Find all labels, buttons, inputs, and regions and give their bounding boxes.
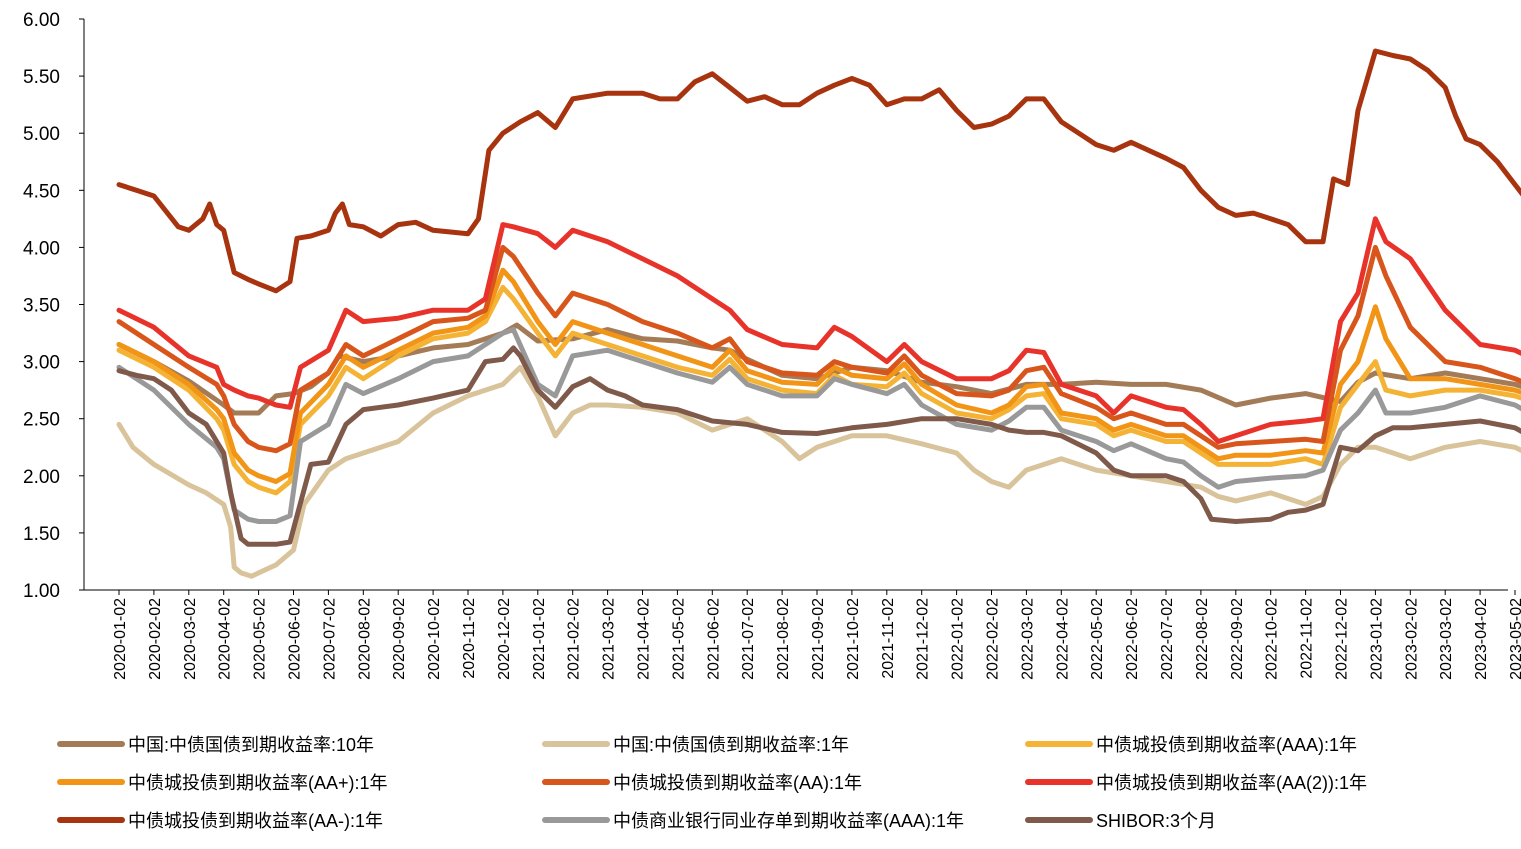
series-line-6 — [116, 48, 1521, 294]
y-tick-label: 3.00 — [23, 353, 60, 374]
y-tick-label: 5.00 — [23, 124, 60, 145]
series-line-7 — [116, 327, 1521, 524]
legend-label-1: 中国:中债国债到期收益率:1年 — [613, 735, 849, 755]
legend-label-0: 中国:中债国债到期收益率:10年 — [128, 735, 374, 755]
x-tick-label: 2023-03-02 — [1438, 598, 1455, 680]
x-tick-label: 2022-02-02 — [985, 598, 1002, 680]
legend-label-8: SHIBOR:3个月 — [1096, 811, 1216, 831]
x-tick-label: 2022-12-02 — [1334, 598, 1351, 680]
x-tick-label: 2023-04-02 — [1473, 598, 1490, 680]
x-tick-label: 2020-03-02 — [182, 598, 199, 680]
series-line-4 — [116, 244, 1521, 454]
x-tick-label: 2023-02-02 — [1403, 598, 1420, 680]
x-tick-label: 2022-06-02 — [1124, 598, 1141, 680]
x-tick-label: 2020-07-02 — [321, 598, 338, 680]
x-tick-label: 2023-05-02 — [1508, 598, 1521, 680]
series-line-3 — [116, 267, 1521, 484]
x-tick-label: 2020-06-02 — [287, 598, 304, 680]
y-tick-label: 1.00 — [23, 581, 60, 602]
legend: 中国:中债国债到期收益率:10年 中国:中债国债到期收益率:1年 中债城投债到期收益… — [57, 735, 1367, 831]
x-tick-label: 2020-11-02 — [461, 598, 478, 679]
x-tick-label: 2020-04-02 — [217, 598, 234, 680]
x-tick-label: 2020-05-02 — [252, 598, 269, 680]
x-tick-label: 2020-02-02 — [147, 598, 164, 680]
legend-label-6: 中债城投债到期收益率(AA-):1年 — [128, 811, 383, 831]
x-tick-label: 2021-03-02 — [601, 598, 618, 680]
y-tick-label: 2.50 — [23, 410, 60, 431]
x-tick-label: 2020-10-02 — [426, 598, 443, 680]
x-tick-label: 2021-08-02 — [775, 598, 792, 680]
x-tick-label: 2022-01-02 — [950, 598, 967, 680]
x-tick-label: 2020-09-02 — [391, 598, 408, 680]
series-line-8 — [116, 345, 1521, 547]
x-tick-label: 2021-09-02 — [810, 598, 827, 680]
x-tick-label: 2022-11-02 — [1299, 598, 1316, 679]
x-tick-label: 2021-07-02 — [740, 598, 757, 680]
x-tick-label: 2022-10-02 — [1264, 598, 1281, 680]
x-tick-label: 2021-06-02 — [705, 598, 722, 680]
y-axis-ticks: 1.00 1.50 2.00 2.50 3.00 3.50 4.00 4.50 5.00 5.50… — [23, 10, 84, 602]
x-tick-label: 2021-02-02 — [566, 598, 583, 680]
legend-label-3: 中债城投债到期收益率(AA+):1年 — [128, 773, 388, 793]
legend-label-4: 中债城投债到期收益率(AA):1年 — [613, 773, 862, 793]
x-tick-label: 2021-12-02 — [915, 598, 932, 680]
x-tick-label: 2021-11-02 — [880, 598, 897, 679]
x-tick-label: 2022-08-02 — [1194, 598, 1211, 680]
x-tick-label: 2022-05-02 — [1089, 598, 1106, 680]
x-tick-label: 2021-01-02 — [531, 598, 548, 680]
x-axis-ticks: 2020-01-02 2020-02-02 2020-03-02 2020-04-02… — [112, 590, 1521, 680]
x-tick-label: 2020-08-02 — [356, 598, 373, 680]
y-tick-label: 1.50 — [23, 524, 60, 545]
y-tick-label: 6.00 — [23, 10, 60, 31]
x-tick-label: 2021-10-02 — [845, 598, 862, 680]
legend-label-7: 中债商业银行同业存单到期收益率(AAA):1年 — [613, 811, 964, 831]
x-tick-label: 2020-01-02 — [112, 598, 129, 680]
x-tick-label: 2022-09-02 — [1229, 598, 1246, 680]
legend-label-5: 中债城投债到期收益率(AA(2)):1年 — [1096, 773, 1367, 793]
x-tick-label: 2022-04-02 — [1054, 598, 1071, 680]
y-tick-label: 4.50 — [23, 181, 60, 202]
y-tick-label: 5.50 — [23, 67, 60, 88]
x-tick-label: 2021-05-02 — [670, 598, 687, 680]
y-tick-label: 3.50 — [23, 296, 60, 317]
series-line-2 — [116, 284, 1521, 496]
x-tick-label: 2022-07-02 — [1159, 598, 1176, 680]
y-tick-label: 2.00 — [23, 467, 60, 488]
x-tick-label: 2022-03-02 — [1019, 598, 1036, 680]
series-line-5 — [116, 216, 1521, 444]
x-tick-label: 2023-01-02 — [1368, 598, 1385, 680]
series-layer — [116, 48, 1521, 579]
x-tick-label: 2020-12-02 — [496, 598, 513, 680]
x-tick-label: 2021-04-02 — [636, 598, 653, 680]
y-tick-label: 4.00 — [23, 238, 60, 259]
legend-label-2: 中债城投债到期收益率(AAA):1年 — [1096, 735, 1357, 755]
